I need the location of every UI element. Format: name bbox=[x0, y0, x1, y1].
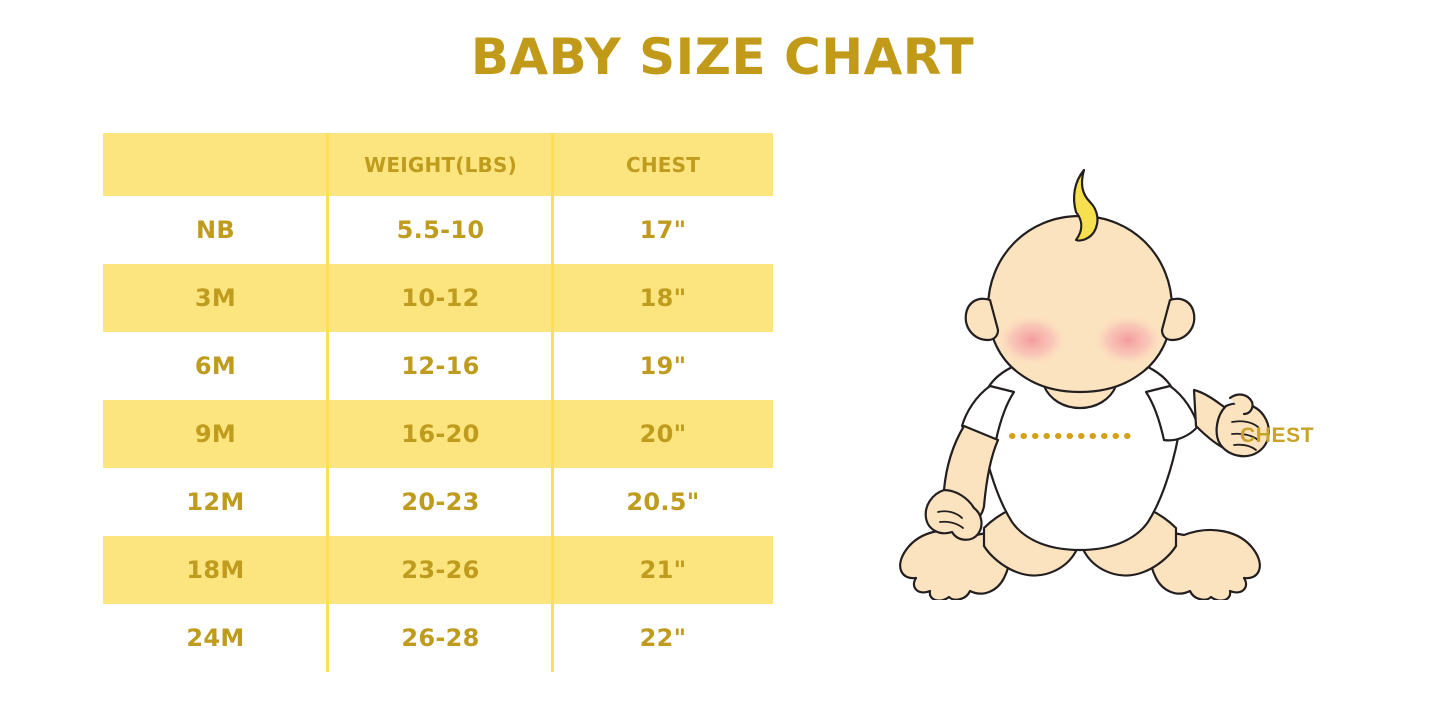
table-row: 12M 20-23 20.5" bbox=[103, 468, 773, 536]
cell-weight: 16-20 bbox=[401, 420, 480, 448]
cell-size: 6M bbox=[194, 352, 237, 380]
cell-size: NB bbox=[196, 216, 235, 244]
baby-hair-curl bbox=[1073, 168, 1099, 242]
cell-weight: 20-23 bbox=[401, 488, 480, 516]
page-title: BABY SIZE CHART bbox=[470, 28, 975, 86]
onesie-right-sleeve bbox=[1144, 384, 1200, 442]
header-chest: CHEST bbox=[625, 152, 701, 177]
column-divider-1 bbox=[326, 133, 329, 672]
table-row: NB 5.5-10 17" bbox=[103, 196, 773, 264]
baby-right-arm bbox=[1192, 388, 1270, 458]
cell-size: 9M bbox=[194, 420, 237, 448]
baby-illustration bbox=[880, 150, 1280, 602]
cell-weight: 23-26 bbox=[401, 556, 480, 584]
cell-size: 24M bbox=[186, 624, 245, 652]
table-header-row: WEIGHT(LBS) CHEST bbox=[103, 133, 773, 196]
chest-measurement-label: CHEST bbox=[1240, 424, 1315, 447]
cell-chest: 22" bbox=[639, 624, 687, 652]
baby-left-blush bbox=[996, 314, 1068, 366]
table-row: 18M 23-26 21" bbox=[103, 536, 773, 604]
cell-chest: 18" bbox=[639, 284, 687, 312]
cell-chest: 17" bbox=[639, 216, 687, 244]
cell-weight: 26-28 bbox=[401, 624, 480, 652]
baby-head bbox=[986, 214, 1174, 394]
cell-chest: 20.5" bbox=[626, 488, 700, 516]
cell-chest: 19" bbox=[639, 352, 687, 380]
cell-chest: 20" bbox=[639, 420, 687, 448]
table-row: 6M 12-16 19" bbox=[103, 332, 773, 400]
table-row: 24M 26-28 22" bbox=[103, 604, 773, 672]
cell-weight: 5.5-10 bbox=[396, 216, 485, 244]
cell-weight: 12-16 bbox=[401, 352, 480, 380]
baby-left-arm bbox=[924, 424, 1000, 541]
size-chart-table: WEIGHT(LBS) CHEST NB 5.5-10 17" 3M 10-12… bbox=[103, 133, 773, 672]
baby-right-ear bbox=[1160, 297, 1196, 342]
header-weight: WEIGHT(LBS) bbox=[364, 152, 517, 177]
cell-size: 3M bbox=[194, 284, 237, 312]
column-divider-2 bbox=[551, 133, 554, 672]
cell-size: 18M bbox=[186, 556, 245, 584]
table-row: 3M 10-12 18" bbox=[103, 264, 773, 332]
cell-size: 12M bbox=[186, 488, 245, 516]
baby-right-blush bbox=[1092, 314, 1164, 366]
cell-chest: 21" bbox=[639, 556, 687, 584]
baby-left-ear bbox=[964, 297, 1000, 342]
cell-weight: 10-12 bbox=[401, 284, 480, 312]
table-row: 9M 16-20 20" bbox=[103, 400, 773, 468]
